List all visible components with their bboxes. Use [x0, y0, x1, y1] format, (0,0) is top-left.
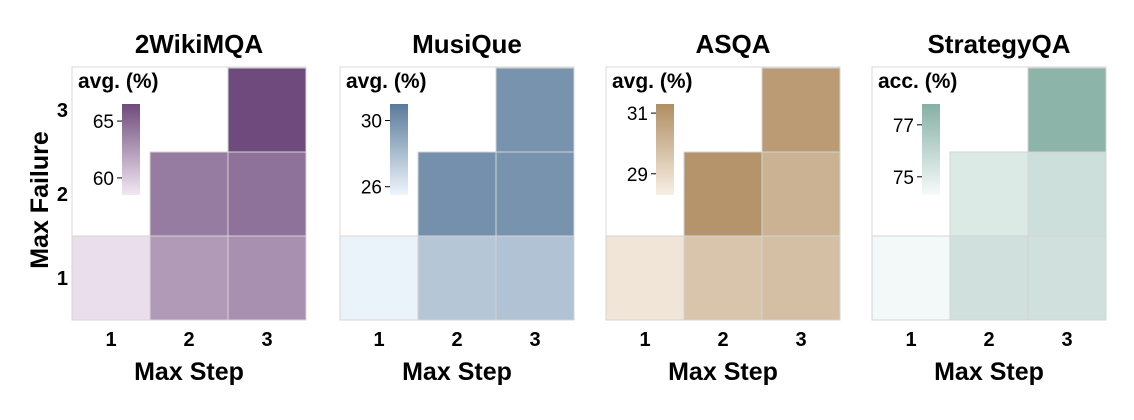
heatmap-cell-step2-failure1	[149, 235, 229, 321]
heatmap-panel-1: 2WikiMQA avg. (%) 65 60 1 2 3 Max Step 1 2 3	[57, 29, 307, 386]
heatmap-cell-step3-failure2	[227, 151, 307, 237]
colorbar-tick-label: 65	[93, 112, 114, 133]
heatmap-cell-step3-failure2	[1027, 151, 1107, 237]
heatmap-cell-step3-failure1	[227, 235, 307, 321]
heatmap-cell-step1-failure1	[339, 235, 419, 321]
heatmap-cell-step1-failure1	[871, 235, 951, 321]
x-tick-label: 3	[261, 329, 272, 351]
x-tick-label: 1	[905, 329, 916, 351]
heatmap-cell-step2-failure2	[149, 151, 229, 237]
colorbar-tick-label: 75	[893, 168, 914, 189]
x-tick-label: 2	[717, 329, 728, 351]
heatmap-cell-step3-failure3	[761, 67, 841, 153]
colorbar	[390, 104, 408, 195]
colorbar-tick-label: 30	[361, 112, 382, 133]
x-tick-label: 3	[529, 329, 540, 351]
colorbar-tick-label: 77	[893, 116, 914, 137]
heatmap-panel-4: StrategyQA acc. (%) 77 75 1 2 3 Max Step	[871, 29, 1107, 386]
heatmap-cell-step3-failure3	[227, 67, 307, 153]
x-tick-label: 3	[795, 329, 806, 351]
panel-title: MusiQue	[412, 29, 522, 59]
heatmap-cell-step1-failure1	[71, 235, 151, 321]
heatmap-cell-step2-failure1	[949, 235, 1029, 321]
heatmap-panel-2: MusiQue avg. (%) 30 26 1 2 3 Max Step	[339, 29, 575, 386]
heatmap-cell-step2-failure2	[949, 151, 1029, 237]
x-tick-label: 3	[1061, 329, 1072, 351]
x-tick-label: 2	[451, 329, 462, 351]
colorbar-label: avg. (%)	[612, 70, 693, 93]
heatmap-cell-step3-failure1	[761, 235, 841, 321]
x-tick-label: 1	[373, 329, 384, 351]
colorbar-tick-label: 26	[361, 178, 382, 199]
colorbar	[122, 104, 140, 195]
panel-title: ASQA	[695, 29, 770, 59]
y-tick-label: 2	[57, 184, 68, 206]
heatmap-cell-step1-failure1	[605, 235, 685, 321]
colorbar-tick-label: 31	[627, 104, 648, 125]
heatmap-cell-step3-failure3	[495, 67, 575, 153]
colorbar-label: acc. (%)	[878, 70, 957, 93]
x-axis-label: Max Step	[402, 358, 512, 386]
heatmap-cell-step3-failure1	[495, 235, 575, 321]
colorbar-label: avg. (%)	[346, 70, 427, 93]
y-tick-label: 3	[57, 100, 68, 122]
heatmap-cell-step2-failure1	[683, 235, 763, 321]
heatmap-cell-step2-failure2	[683, 151, 763, 237]
heatmap-cell-step2-failure1	[417, 235, 497, 321]
colorbar	[656, 104, 674, 195]
heatmap-cell-step2-failure2	[417, 151, 497, 237]
heatmap-cell-step3-failure2	[495, 151, 575, 237]
x-axis-label: Max Step	[934, 358, 1044, 386]
panel-title: StrategyQA	[927, 29, 1070, 59]
panel-title: 2WikiMQA	[135, 29, 264, 59]
heatmap-cell-step3-failure1	[1027, 235, 1107, 321]
x-tick-label: 2	[183, 329, 194, 351]
colorbar	[922, 104, 940, 195]
y-axis-label: Max Failure	[26, 131, 54, 269]
x-tick-label: 1	[105, 329, 116, 351]
x-axis-label: Max Step	[134, 358, 244, 386]
x-tick-label: 1	[639, 329, 650, 351]
heatmap-cell-step3-failure2	[761, 151, 841, 237]
y-tick-label: 1	[57, 268, 68, 290]
colorbar-tick-label: 60	[93, 169, 114, 190]
colorbar-label: avg. (%)	[78, 70, 159, 93]
colorbar-tick-label: 29	[627, 165, 648, 186]
heatmap-cell-step3-failure3	[1027, 67, 1107, 153]
x-axis-label: Max Step	[668, 358, 778, 386]
x-tick-label: 2	[983, 329, 994, 351]
